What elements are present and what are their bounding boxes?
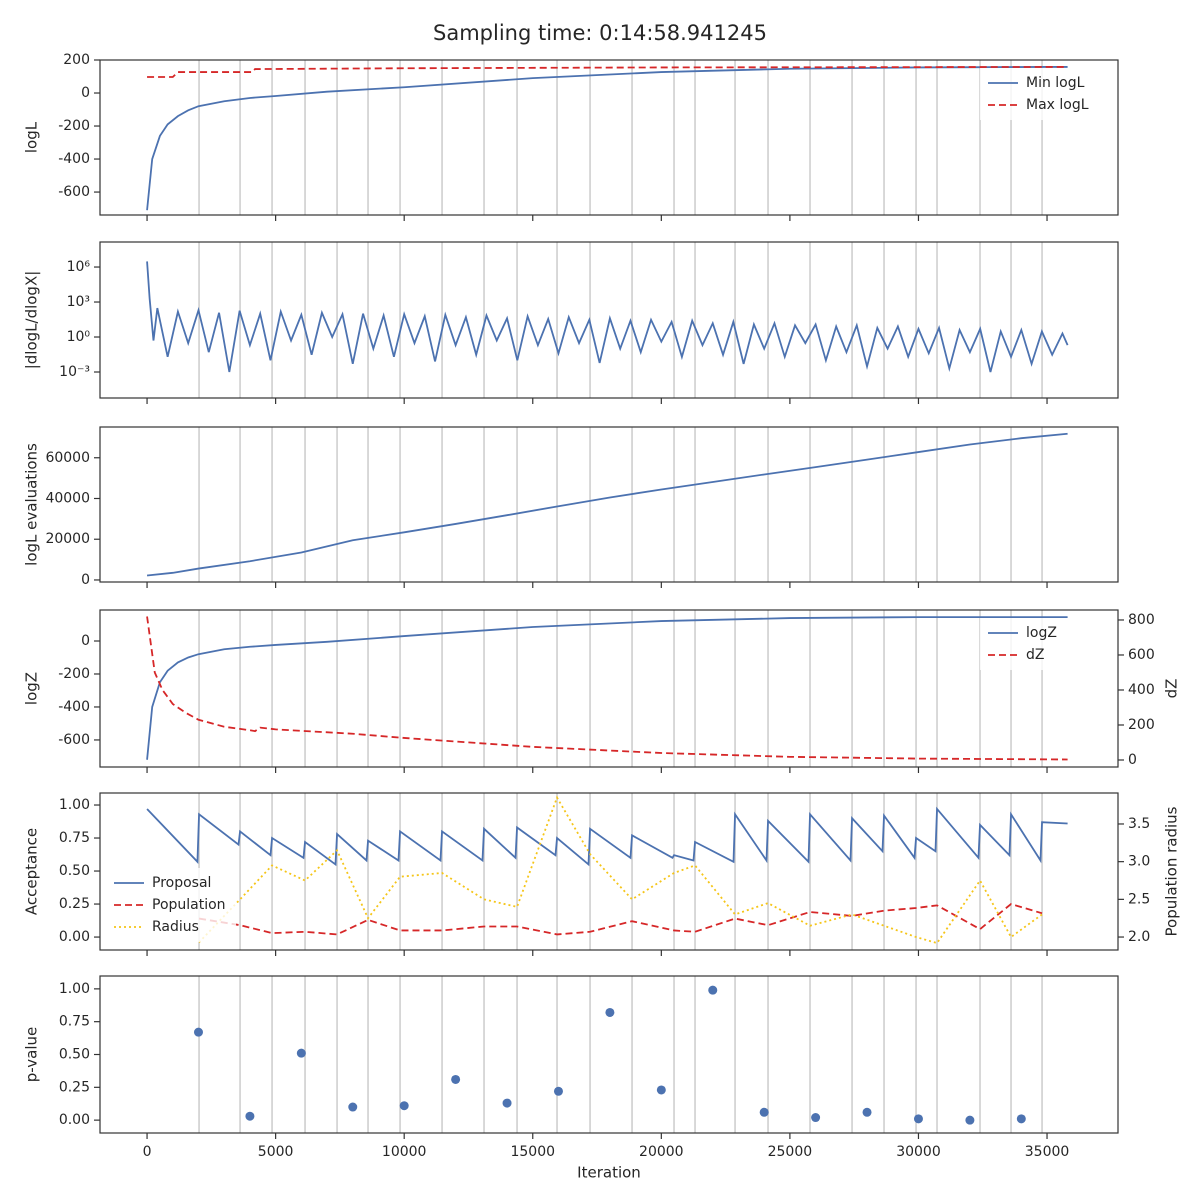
y-tick-label: 10⁻³ [59, 364, 90, 380]
y-tick-label: 0.75 [59, 1014, 90, 1030]
series-line [147, 66, 1068, 78]
y-tick-label: 10³ [67, 294, 90, 310]
y-tick-label: 1.00 [59, 797, 90, 813]
y-tick-label: -600 [58, 732, 90, 748]
x-tick-label: 35000 [1025, 1144, 1070, 1160]
point [913, 1114, 923, 1124]
y-tick-label: -600 [58, 184, 90, 200]
y-tick-label: 200 [63, 52, 90, 68]
legend-label: Radius [152, 919, 199, 935]
y-tick-label: 0.25 [59, 896, 90, 912]
y2-axis-label: Population radius [1163, 806, 1181, 936]
y-tick-label: -200 [58, 118, 90, 134]
y-tick-label: 60000 [45, 450, 90, 466]
y-tick-label: -400 [58, 151, 90, 167]
point [1016, 1114, 1026, 1124]
point [605, 1007, 615, 1017]
x-tick-label: 15000 [510, 1144, 555, 1160]
y-axis-label: logL [23, 121, 41, 153]
y2-axis-label: dZ [1163, 679, 1181, 699]
y-tick-label: -200 [58, 666, 90, 682]
point [451, 1074, 461, 1084]
x-tick-label: 0 [143, 1144, 152, 1160]
figure-title: Sampling time: 0:14:58.941245 [433, 21, 767, 45]
legend-box [980, 68, 1110, 120]
series-line [146, 66, 1068, 211]
y2-tick-label: 3.0 [1128, 854, 1150, 870]
y2-tick-label: 400 [1128, 682, 1155, 698]
y-tick-label: 0.00 [59, 929, 90, 945]
y-tick-label: 0 [81, 85, 90, 101]
legend-label: logZ [1026, 625, 1057, 641]
axes-frame [99, 241, 1119, 399]
point [502, 1098, 512, 1108]
y-tick-label: 0 [81, 633, 90, 649]
legend-label: Proposal [152, 875, 211, 891]
point [862, 1107, 872, 1117]
axes-frame [99, 975, 1119, 1134]
y-tick-label: 20000 [45, 531, 90, 547]
y-tick-label: 0.75 [59, 830, 90, 846]
series-line [146, 616, 1068, 761]
series-line [198, 795, 1043, 945]
series-line [146, 261, 1069, 373]
x-tick-label: 20000 [639, 1144, 684, 1160]
y-axis-label: logZ [23, 672, 41, 705]
y-tick-label: 0.50 [59, 1047, 90, 1063]
y-tick-label: -400 [58, 699, 90, 715]
point [811, 1113, 821, 1123]
point [348, 1102, 358, 1112]
y-tick-label: 10⁰ [67, 329, 91, 345]
point [656, 1085, 666, 1095]
axes-frame [99, 59, 1119, 216]
point [965, 1115, 975, 1125]
series-line [198, 903, 1043, 936]
y-tick-label: 10⁶ [67, 259, 91, 275]
x-tick-label: 10000 [382, 1144, 427, 1160]
legend-label: Max logL [1026, 97, 1089, 113]
y2-tick-label: 2.0 [1128, 929, 1150, 945]
y2-tick-label: 2.5 [1128, 891, 1150, 907]
y-tick-label: 0 [81, 572, 90, 588]
y2-tick-label: 600 [1128, 647, 1155, 663]
y2-tick-label: 0 [1128, 752, 1137, 768]
point [399, 1101, 409, 1111]
legend-label: dZ [1026, 647, 1044, 663]
y-axis-label: p-value [23, 1027, 41, 1083]
series-line [146, 616, 1068, 760]
y-tick-label: 0.25 [59, 1079, 90, 1095]
x-tick-label: 5000 [258, 1144, 294, 1160]
point [296, 1048, 306, 1058]
point [708, 985, 718, 995]
y-axis-label: |dlogL/dlogX| [23, 271, 41, 370]
legend-box [980, 618, 1110, 670]
y2-tick-label: 3.5 [1128, 816, 1150, 832]
axes-frame [99, 792, 1119, 951]
point [193, 1027, 203, 1037]
y-tick-label: 0.00 [59, 1112, 90, 1128]
axes-frame [99, 426, 1119, 583]
legend-label: Population [152, 897, 226, 913]
point [553, 1086, 563, 1096]
point [759, 1107, 769, 1117]
series-line [146, 806, 1068, 867]
y-axis-label: logL evaluations [23, 443, 41, 566]
x-tick-label: 25000 [768, 1144, 813, 1160]
legend-label: Min logL [1026, 75, 1085, 91]
y-tick-label: 40000 [45, 490, 90, 506]
y-tick-label: 0.50 [59, 863, 90, 879]
series-line [146, 432, 1068, 577]
x-axis-label: Iteration [577, 1164, 641, 1182]
axes-frame [99, 609, 1119, 768]
point [245, 1111, 255, 1121]
y-tick-label: 1.00 [59, 981, 90, 997]
x-tick-label: 30000 [896, 1144, 941, 1160]
y2-tick-label: 200 [1128, 717, 1155, 733]
y-axis-label: Acceptance [23, 828, 41, 915]
y2-tick-label: 800 [1128, 612, 1155, 628]
